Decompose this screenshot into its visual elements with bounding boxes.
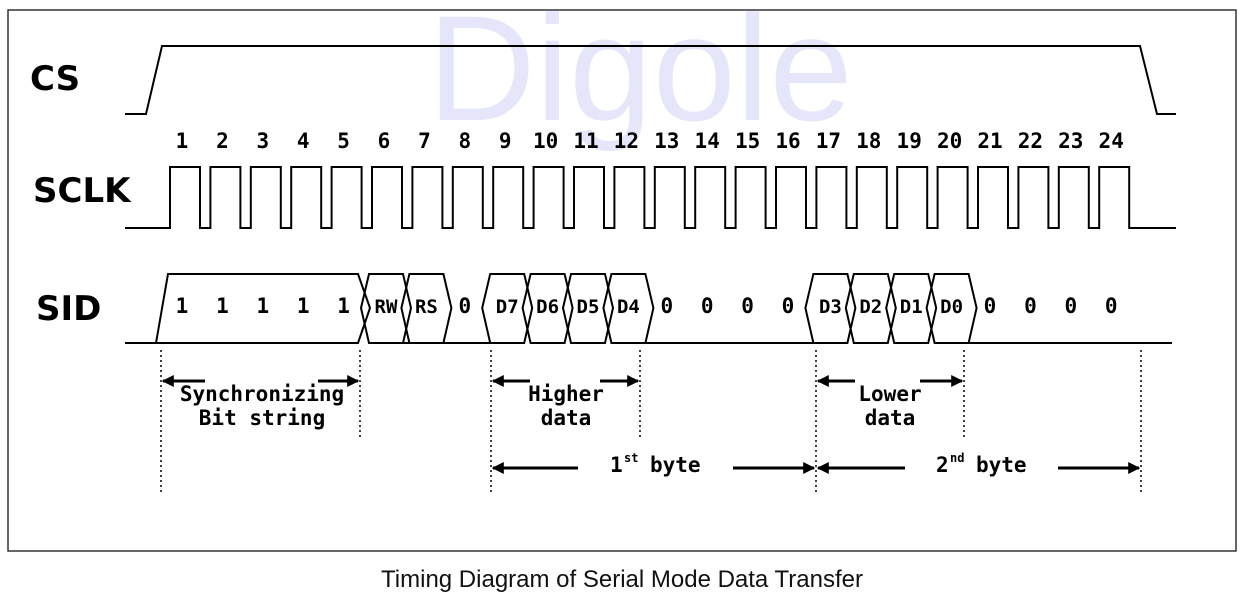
byte1-label-word: byte [650, 453, 701, 477]
byte2-label-number: 2 [936, 453, 949, 477]
sid-bit-label: 1 [176, 294, 189, 318]
sid-bit-cell [885, 273, 938, 344]
sid-bit-label: 0 [1024, 294, 1037, 318]
lower-label-line1: Lower [858, 382, 921, 406]
clock-number: 8 [458, 129, 471, 153]
clock-number: 1 [176, 129, 189, 153]
sid-bit-cell [602, 273, 655, 344]
sid-bit-cell [561, 273, 615, 344]
sid-bit-label: 1 [337, 294, 350, 318]
clock-number: 20 [937, 129, 962, 153]
clock-number: 13 [654, 129, 679, 153]
sid-bit-label: D7 [496, 296, 519, 318]
sid-bit-label: D4 [617, 296, 640, 318]
clock-number: 17 [816, 129, 841, 153]
sid-bit-label: 0 [1105, 294, 1118, 318]
higher-label-line1: Higher [528, 382, 604, 406]
watermark-text: Digole [427, 0, 852, 152]
clock-number: 24 [1099, 129, 1124, 153]
sync-label-line2: Bit string [199, 406, 325, 430]
sid-bit-label: 0 [660, 294, 673, 318]
clock-number: 5 [337, 129, 350, 153]
sid-bit-label: RS [415, 296, 438, 318]
sid-bit-label: D0 [940, 296, 963, 318]
sid-label: SID [36, 289, 101, 329]
lower-label-line2: data [865, 406, 916, 430]
clock-number: 4 [297, 129, 310, 153]
byte2-label-word: byte [976, 453, 1027, 477]
sid-bit-cell [359, 273, 413, 344]
sclk-label: SCLK [33, 171, 132, 211]
clock-number: 21 [977, 129, 1002, 153]
sid-bit-label: D6 [536, 296, 559, 318]
sid-bit-label: 0 [701, 294, 714, 318]
clock-number: 9 [499, 129, 512, 153]
clock-number: 2 [216, 129, 229, 153]
clock-number: 18 [856, 129, 881, 153]
cs-waveform [125, 45, 1176, 115]
sid-bit-label: 0 [1064, 294, 1077, 318]
sid-bit-label: D2 [859, 296, 882, 318]
sid-bit-label: 0 [458, 294, 471, 318]
sid-bit-label: 1 [256, 294, 269, 318]
cs-label: CS [30, 59, 80, 99]
sid-bit-label: D5 [577, 296, 600, 318]
sync-label-line1: Synchronizing [180, 382, 344, 406]
sid-bit-label: RW [375, 296, 398, 318]
clock-number: 10 [533, 129, 558, 153]
byte2-label-superscript: nd [950, 451, 964, 465]
sid-bit-row: 1 1 1 1 1 RW RS 0 D7 D6 D5 D4 0 0 0 0 D3 D2 D1 D0 0 0 0 0 [155, 273, 1118, 344]
diagram-caption: Timing Diagram of Serial Mode Data Trans… [381, 566, 863, 593]
clock-number: 7 [418, 129, 431, 153]
clock-number: 19 [897, 129, 922, 153]
sid-bit-label: 0 [741, 294, 754, 318]
sid-bit-label: 1 [297, 294, 310, 318]
sid-bit-label: 0 [782, 294, 795, 318]
sid-bit-label: D1 [900, 296, 923, 318]
clock-number: 6 [378, 129, 391, 153]
byte1-label-superscript: st [624, 451, 638, 465]
clock-number: 12 [614, 129, 639, 153]
sid-bit-label: 1 [216, 294, 229, 318]
sid-bit-label: D3 [819, 296, 842, 318]
clock-number: 16 [775, 129, 800, 153]
sid-bit-cell [521, 273, 574, 344]
diagram-frame [7, 9, 1237, 552]
sid-bit-cell [925, 273, 978, 344]
clock-number: 14 [695, 129, 720, 153]
sid-bit-label: 0 [984, 294, 997, 318]
clock-number: 11 [573, 129, 598, 153]
clock-number: 15 [735, 129, 760, 153]
higher-label-line2: data [541, 406, 592, 430]
sclk-waveform [125, 166, 1176, 229]
sid-bit-cell [844, 273, 897, 344]
clock-number: 23 [1058, 129, 1083, 153]
byte1-label-number: 1 [610, 453, 623, 477]
clock-number: 22 [1018, 129, 1043, 153]
clock-number: 3 [256, 129, 269, 153]
clock-number-row: 1 2 3 4 5 6 7 8 9 10 11 12 13 14 15 16 17 18 19 20 21 22 23 24 [176, 129, 1124, 153]
